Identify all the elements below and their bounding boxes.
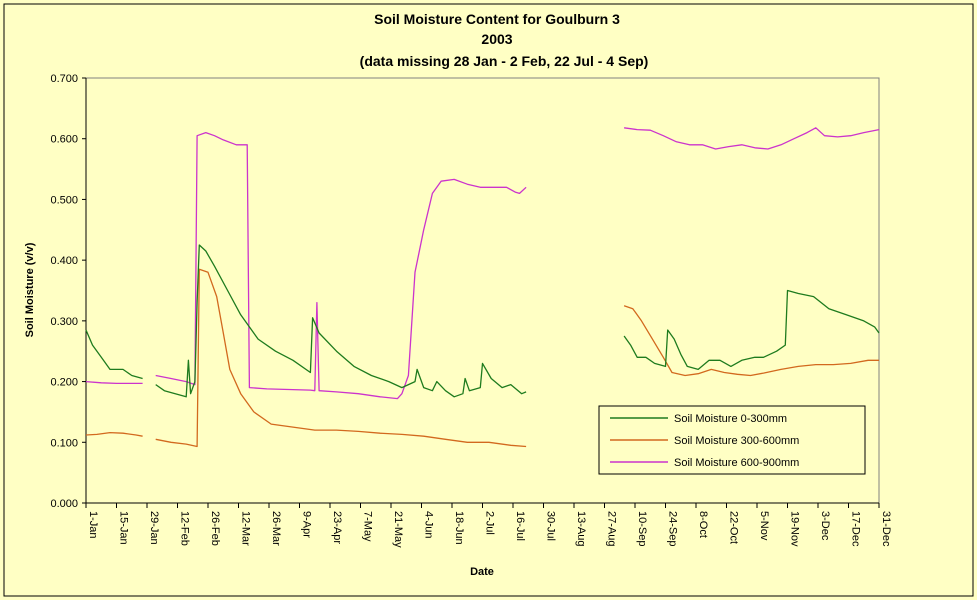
x-tick-label: 17-Dec xyxy=(850,511,862,547)
x-axis-ticks: 1-Jan 15-Jan 29-Jan 12-Feb 26-Feb 12-Mar 26-Ma… xyxy=(85,503,892,548)
x-tick-label: 29-Jan xyxy=(148,511,160,545)
x-tick-label: 12-Mar xyxy=(240,511,252,546)
series-line-1-segment-3 xyxy=(623,289,880,371)
x-tick-label: 26-Mar xyxy=(270,511,282,546)
x-tick-label: 30-Jul xyxy=(545,511,557,541)
x-tick-label: 21-May xyxy=(392,511,404,548)
x-tick-label: 10-Sep xyxy=(636,511,648,546)
legend-label: Soil Moisture 300-600mm xyxy=(674,435,799,447)
x-tick-label: 22-Oct xyxy=(728,511,740,544)
y-tick-label: 0.400 xyxy=(50,255,78,267)
legend: Soil Moisture 0-300mm Soil Moisture 300-6… xyxy=(598,405,866,475)
y-axis-title: Soil Moisture (v/v) xyxy=(24,242,36,337)
y-tick-label: 0.000 xyxy=(50,498,78,510)
x-tick-label: 7-May xyxy=(362,511,374,542)
chart-area-border xyxy=(3,3,974,597)
series-lines xyxy=(85,127,880,448)
x-tick-label: 13-Aug xyxy=(575,511,587,546)
x-tick-label: 23-Apr xyxy=(331,511,343,544)
x-tick-label: 4-Jun xyxy=(423,511,435,539)
x-axis-title: Date xyxy=(470,566,494,578)
series-line-2-segment-2 xyxy=(155,268,527,448)
x-tick-label: 19-Nov xyxy=(789,511,801,547)
x-tick-label: 12-Feb xyxy=(179,511,191,546)
y-tick-label: 0.200 xyxy=(50,377,78,389)
y-tick-label: 0.300 xyxy=(50,316,78,328)
x-tick-label: 8-Oct xyxy=(697,511,709,538)
y-tick-label: 0.600 xyxy=(50,134,78,146)
x-tick-label: 5-Nov xyxy=(758,511,770,541)
legend-items: Soil Moisture 0-300mm Soil Moisture 300-6… xyxy=(610,413,799,469)
x-tick-label: 18-Jun xyxy=(453,511,465,545)
x-tick-label: 24-Sep xyxy=(667,511,679,546)
x-tick-label: 26-Feb xyxy=(209,511,221,546)
x-tick-label: 1-Jan xyxy=(87,511,99,539)
x-tick-label: 16-Jul xyxy=(514,511,526,541)
series-line-1-segment-1 xyxy=(85,329,143,380)
chart-subtitle-note: (data missing 28 Jan - 2 Feb, 22 Jul - 4… xyxy=(360,53,649,69)
series-line-3-segment-3 xyxy=(624,127,880,150)
x-tick-label: 2-Jul xyxy=(484,511,496,535)
legend-label: Soil Moisture 600-900mm xyxy=(674,457,799,469)
x-tick-label: 9-Apr xyxy=(301,511,313,538)
y-tick-label: 0.100 xyxy=(50,437,78,449)
legend-label: Soil Moisture 0-300mm xyxy=(674,413,787,425)
chart-title: Soil Moisture Content for Goulburn 3 xyxy=(374,11,620,27)
x-tick-label: 27-Aug xyxy=(606,511,618,546)
series-line-2-segment-1 xyxy=(85,431,143,437)
y-tick-label: 0.700 xyxy=(50,73,78,85)
y-axis-ticks: 0.000 0.100 0.200 0.300 0.400 0.500 0.600 0.700 xyxy=(50,73,86,510)
x-tick-label: 31-Dec xyxy=(880,511,892,547)
chart-subtitle-year: 2003 xyxy=(481,31,512,47)
x-tick-label: 15-Jan xyxy=(118,511,130,545)
x-tick-label: 3-Dec xyxy=(819,511,831,541)
series-line-3-segment-2 xyxy=(155,131,527,400)
series-line-3-segment-1 xyxy=(85,380,143,385)
series-line-2-segment-3 xyxy=(623,305,879,377)
series-line-1-segment-2 xyxy=(155,244,527,398)
y-tick-label: 0.500 xyxy=(50,194,78,206)
